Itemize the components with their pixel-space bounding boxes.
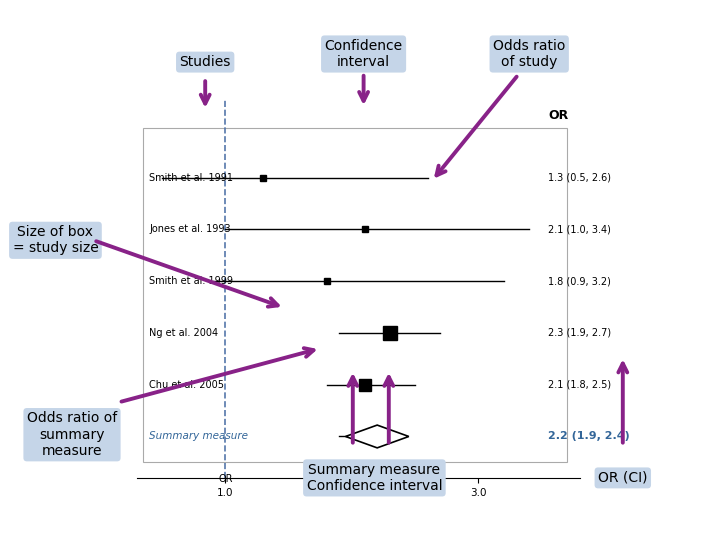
- Text: Chu et al. 2005: Chu et al. 2005: [150, 380, 225, 390]
- Text: Odds ratio
of study: Odds ratio of study: [493, 39, 565, 69]
- Text: 2.1 (1.0, 3.4): 2.1 (1.0, 3.4): [548, 224, 611, 234]
- Text: 1.8 (0.9, 3.2): 1.8 (0.9, 3.2): [548, 276, 611, 286]
- Text: 2.3 (1.9, 2.7): 2.3 (1.9, 2.7): [548, 328, 611, 338]
- Text: Smith et al. 1991: Smith et al. 1991: [150, 173, 233, 183]
- Text: Confidence
interval: Confidence interval: [325, 39, 402, 69]
- Text: Studies: Studies: [179, 55, 231, 69]
- Polygon shape: [346, 425, 409, 448]
- Text: 2.2 (1.9, 2.4): 2.2 (1.9, 2.4): [548, 431, 630, 442]
- Text: 2.1 (1.8, 2.5): 2.1 (1.8, 2.5): [548, 380, 611, 390]
- Text: Summary measure: Summary measure: [150, 431, 248, 442]
- Text: OR: OR: [548, 109, 568, 122]
- Text: OR: OR: [218, 474, 233, 484]
- Text: Ng et al. 2004: Ng et al. 2004: [150, 328, 219, 338]
- Text: 1.3 (0.5, 2.6): 1.3 (0.5, 2.6): [548, 173, 611, 183]
- Text: Jones et al. 1993: Jones et al. 1993: [150, 224, 231, 234]
- Text: Summary measure
Confidence interval: Summary measure Confidence interval: [307, 463, 442, 493]
- Text: Smith et al. 1999: Smith et al. 1999: [150, 276, 233, 286]
- Text: OR (CI): OR (CI): [598, 471, 647, 485]
- Text: Odds ratio of
summary
measure: Odds ratio of summary measure: [27, 411, 117, 458]
- Text: Size of box
= study size: Size of box = study size: [12, 225, 99, 255]
